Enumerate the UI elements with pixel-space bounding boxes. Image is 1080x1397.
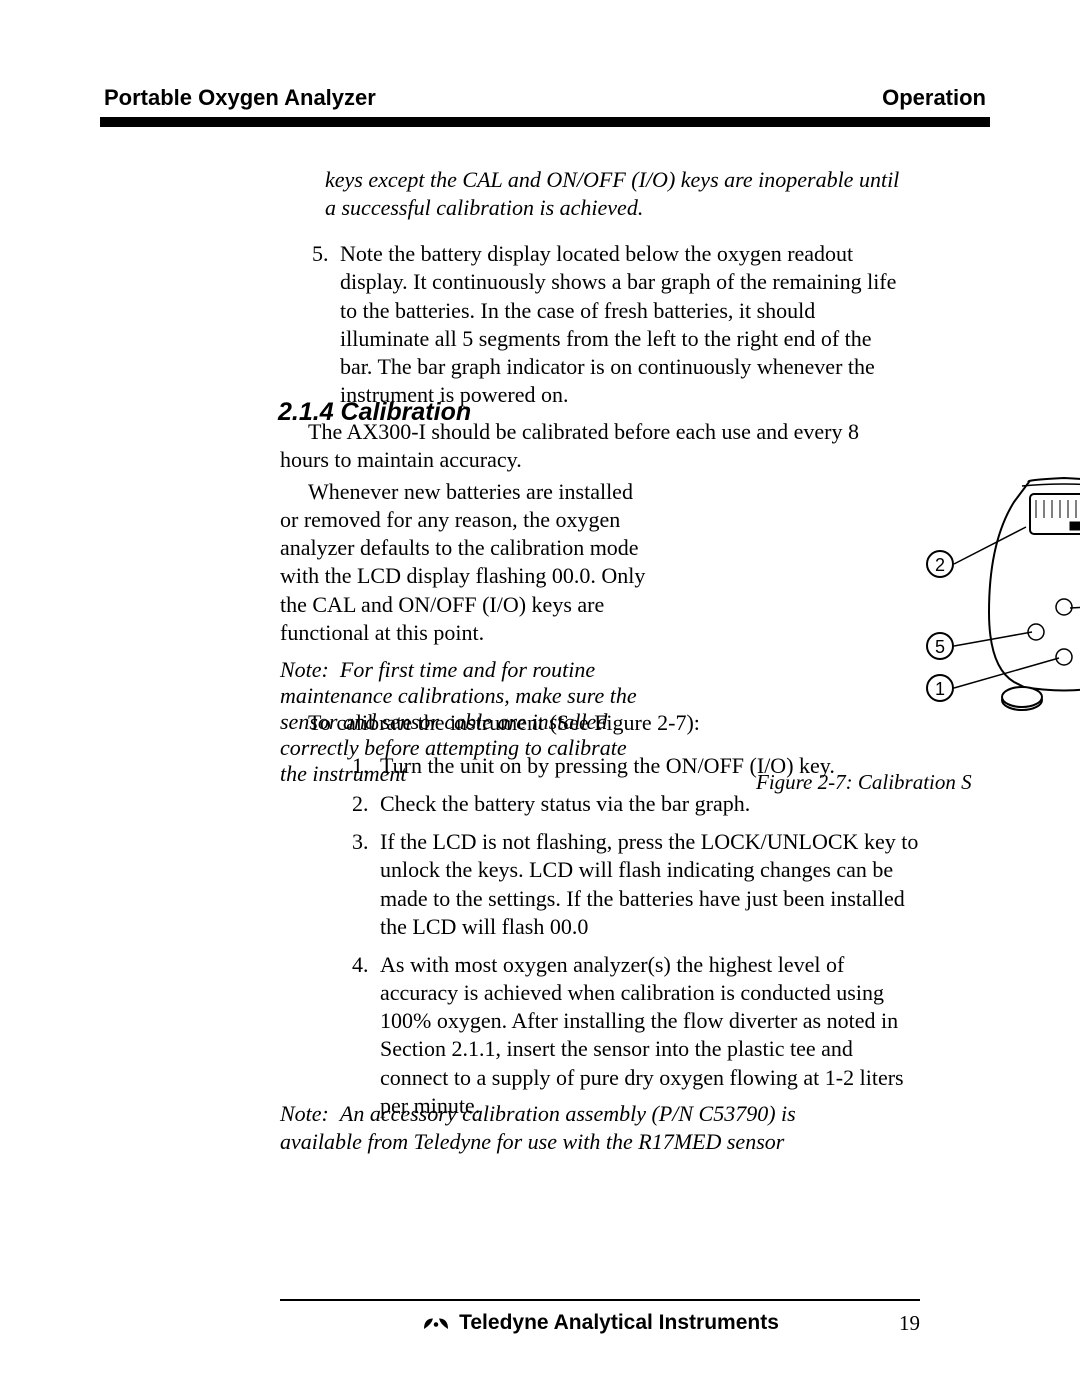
callout-1: 1 xyxy=(926,674,954,702)
header-left: Portable Oxygen Analyzer xyxy=(104,85,376,111)
footer-brand: Teledyne Analytical Instruments xyxy=(459,1311,779,1335)
para2: Whenever new batteries are installed or … xyxy=(280,478,650,647)
list-item: If the LCD is not flashing, press the LO… xyxy=(374,828,926,941)
note2: Note: An accessory calibration assembly … xyxy=(280,1100,880,1156)
intro-note-2: keys except the CAL and ON/OFF (I/O) key… xyxy=(325,166,900,222)
list-item: As with most oxygen analyzer(s) the high… xyxy=(374,951,926,1120)
teledyne-logo-icon xyxy=(421,1313,451,1333)
figure-caption: Figure 2-7: Calibration S xyxy=(756,770,1080,795)
header-right: Operation xyxy=(882,85,986,111)
header-rule xyxy=(100,117,990,127)
list-calibrate: Turn the unit on by pressing the ON/OFF … xyxy=(346,752,926,1130)
para1: The AX300-I should be calibrated before … xyxy=(280,418,890,474)
para3: To calibrate the instrument (See Figure … xyxy=(280,710,900,736)
callout-5: 5 xyxy=(926,632,954,660)
page-number: 19 xyxy=(899,1311,920,1336)
footer: Teledyne Analytical Instruments 19 xyxy=(280,1299,920,1335)
note2-body: An accessory calibration assembly (P/N C… xyxy=(280,1101,796,1154)
note2-label: Note: xyxy=(280,1101,329,1126)
note1-label: Note: xyxy=(280,657,329,682)
figure-device: I/O 2 5 1 3 8 xyxy=(914,472,1080,722)
list-item: Note the battery display located below t… xyxy=(334,240,900,409)
callout-2: 2 xyxy=(926,550,954,578)
